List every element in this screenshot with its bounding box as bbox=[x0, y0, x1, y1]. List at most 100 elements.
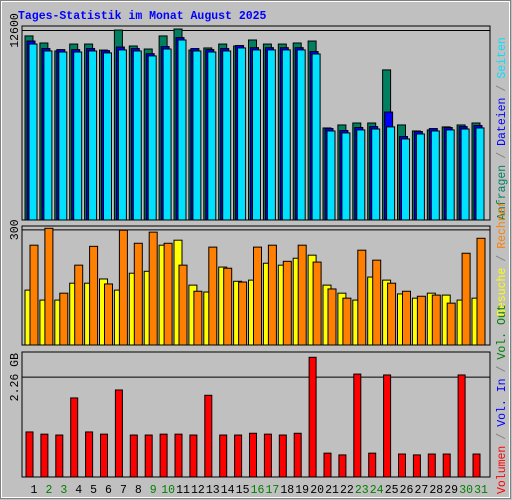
bar bbox=[387, 282, 397, 346]
x-tick-label: 29 bbox=[444, 484, 458, 497]
bar bbox=[372, 259, 382, 346]
bar bbox=[238, 281, 248, 346]
bar bbox=[446, 302, 456, 346]
x-tick-label: 3 bbox=[60, 484, 67, 497]
bar bbox=[73, 51, 83, 221]
x-tick-label: 18 bbox=[280, 484, 294, 497]
bar bbox=[252, 49, 261, 221]
bar bbox=[148, 231, 158, 346]
bar bbox=[29, 244, 39, 346]
bar bbox=[58, 51, 68, 221]
bar bbox=[103, 52, 112, 221]
bar bbox=[357, 249, 367, 346]
legend: Anfragen / Dateien / Seiten bbox=[496, 37, 509, 220]
bar bbox=[308, 356, 317, 478]
legend-separator: / bbox=[496, 433, 509, 440]
bar bbox=[144, 434, 153, 478]
bar bbox=[476, 237, 486, 346]
legend-entry: Anfragen bbox=[496, 165, 509, 220]
bar bbox=[368, 452, 377, 478]
bar bbox=[312, 261, 322, 346]
bar bbox=[44, 227, 54, 346]
bar bbox=[222, 50, 232, 221]
bar bbox=[74, 264, 84, 346]
x-tick-label: 7 bbox=[120, 484, 127, 497]
x-tick-label: 31 bbox=[474, 484, 488, 497]
x-tick-label: 22 bbox=[340, 484, 354, 497]
bar bbox=[323, 452, 332, 478]
bar bbox=[327, 288, 337, 346]
bar bbox=[208, 246, 218, 346]
bar bbox=[133, 242, 143, 346]
x-tick-label: 9 bbox=[150, 484, 157, 497]
bar bbox=[100, 433, 108, 478]
bar bbox=[266, 49, 276, 221]
bar bbox=[114, 389, 123, 478]
bar bbox=[55, 434, 64, 478]
x-tick-label: 16 bbox=[251, 484, 265, 497]
bar bbox=[59, 292, 69, 346]
bar bbox=[427, 453, 436, 478]
bar bbox=[472, 453, 481, 478]
bar bbox=[70, 397, 79, 478]
bar bbox=[342, 297, 352, 346]
bar bbox=[386, 126, 396, 221]
x-tick-label: 26 bbox=[400, 484, 414, 497]
legend-separator: / bbox=[496, 152, 509, 159]
bar bbox=[129, 434, 138, 478]
bar bbox=[132, 50, 142, 221]
bar bbox=[296, 49, 306, 221]
bar bbox=[475, 127, 485, 221]
x-tick-label: 12 bbox=[191, 484, 205, 497]
bar bbox=[430, 130, 440, 221]
bar bbox=[89, 245, 99, 346]
y-tick-label: 2.26 GB bbox=[9, 353, 22, 401]
bar bbox=[457, 374, 466, 478]
bar bbox=[431, 294, 441, 346]
x-tick-label: 8 bbox=[135, 484, 142, 497]
bar bbox=[263, 433, 272, 478]
bar bbox=[416, 295, 426, 346]
bar bbox=[341, 132, 351, 221]
bar bbox=[442, 453, 451, 478]
x-tick-label: 6 bbox=[105, 484, 112, 497]
bar bbox=[281, 49, 291, 221]
bar bbox=[445, 129, 455, 221]
x-tick-label: 25 bbox=[385, 484, 399, 497]
bar bbox=[192, 50, 202, 221]
bar bbox=[234, 434, 243, 478]
bar bbox=[353, 373, 362, 478]
legend-entry: Rechner bbox=[496, 200, 509, 248]
bar bbox=[104, 283, 113, 346]
x-tick-label: 21 bbox=[325, 484, 339, 497]
bar bbox=[237, 47, 247, 221]
legend-entry: Seiten bbox=[496, 37, 509, 78]
bar bbox=[461, 252, 471, 346]
x-tick-label: 15 bbox=[236, 484, 250, 497]
bar bbox=[326, 130, 336, 221]
bar bbox=[219, 434, 228, 478]
legend-separator: / bbox=[496, 85, 509, 92]
legend-entry: Volumen bbox=[496, 446, 509, 494]
bar bbox=[159, 433, 168, 478]
legend: Volumen / Vol. In / Vol. Out bbox=[496, 304, 509, 494]
bar bbox=[43, 50, 53, 221]
bar bbox=[293, 432, 302, 478]
x-tick-label: 24 bbox=[370, 484, 384, 497]
bar bbox=[356, 129, 366, 221]
y-tick-label: 12600 bbox=[9, 13, 22, 48]
x-tick-label: 2 bbox=[45, 484, 52, 497]
bar bbox=[207, 51, 217, 221]
bar bbox=[85, 431, 94, 478]
x-tick-label: 23 bbox=[355, 484, 369, 497]
x-tick-label: 14 bbox=[221, 484, 235, 497]
bar bbox=[88, 50, 98, 221]
bar bbox=[223, 267, 233, 346]
legend-entry: Besuche bbox=[496, 268, 509, 316]
bar bbox=[401, 138, 410, 221]
bar bbox=[297, 244, 307, 346]
bar bbox=[338, 454, 347, 478]
bar bbox=[40, 433, 49, 478]
